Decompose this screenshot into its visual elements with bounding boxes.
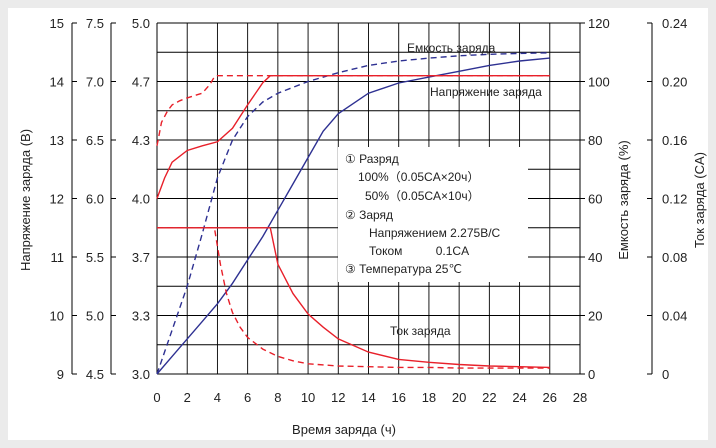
current-axis-tick-label: 0.16: [662, 133, 687, 148]
current-dashed-series-line: [157, 227, 550, 369]
legend-line: ③ Температура 25℃: [345, 262, 462, 276]
current-axis-tick-label: 0.04: [662, 309, 687, 324]
legend-line: 50%（0.05CA×10ч）: [365, 189, 480, 203]
legend-line: ① Разряд: [345, 152, 399, 166]
x-tick-label: 20: [452, 390, 466, 405]
capacity-dashed-series-line: [156, 52, 550, 375]
voltage-6v-axis-tick-label: 5.5: [86, 250, 104, 265]
voltage-cell-axis-tick-label: 4.0: [132, 192, 150, 207]
voltage-12v-axis-tick-label: 12: [50, 192, 64, 207]
voltage-6v-axis-tick-label: 7.0: [86, 75, 104, 90]
capacity-axis-tick-label: 20: [588, 309, 602, 324]
voltage-12v-axis-tick-label: 11: [51, 250, 65, 265]
voltage-6v-axis-tick-label: 4.5: [86, 367, 104, 382]
voltage-cell-axis-tick-label: 4.7: [132, 75, 150, 90]
legend-line: Напряжением 2.275В/С: [369, 226, 501, 240]
voltage_12v-solid-series-line: [156, 74, 550, 199]
x-tick-label: 14: [361, 390, 375, 405]
capacity-series-label: Емкость заряда: [407, 41, 496, 55]
voltage-6v-axis-tick-label: 7.5: [86, 16, 104, 31]
current-axis-tick-label: 0: [662, 367, 669, 382]
x-tick-label: 4: [214, 390, 221, 405]
voltage-cell-axis-tick-label: 3.7: [132, 250, 150, 265]
voltage-cell-axis-tick-label: 3.3: [132, 309, 150, 324]
voltage-12v-axis-tick-label: 15: [50, 16, 64, 31]
test-conditions-legend: ① Разряд 100%（0.05CA×20ч） 50%（0.05CA×10ч…: [345, 152, 501, 276]
voltage-cell-axis-tick-label: 4.3: [132, 133, 150, 148]
voltage-cell-axis-tick-label: 3.0: [132, 367, 150, 382]
series-layer: [156, 52, 550, 375]
voltage-6v-axis-tick-label: 6.0: [86, 192, 104, 207]
current-solid-series-line: [157, 227, 550, 369]
y-axis-title-voltage: Напряжение заряда (В): [18, 129, 33, 271]
x-tick-label: 22: [482, 390, 496, 405]
current-axis-tick-label: 0.12: [662, 192, 687, 207]
capacity-axis-tick-label: 100: [588, 75, 610, 90]
voltage-6v-axis-tick-label: 6.5: [86, 133, 104, 148]
capacity-solid-series-line: [156, 57, 550, 375]
x-tick-label: 12: [331, 390, 345, 405]
voltage-12v-axis-tick-label: 9: [57, 367, 64, 382]
capacity-axis-tick-label: 60: [588, 192, 602, 207]
voltage-12v-axis-tick-label: 10: [50, 309, 64, 324]
y-axis-title-capacity: Емкость заряда (%): [616, 140, 631, 259]
x-tick-label: 24: [512, 390, 526, 405]
x-tick-label: 6: [244, 390, 251, 405]
x-tick-label: 18: [422, 390, 436, 405]
voltage-cell-axis-tick-label: 5.0: [132, 16, 150, 31]
legend-box: [338, 147, 528, 282]
legend-line: Током 0.1CA: [369, 244, 469, 258]
voltage-12v-axis-tick-label: 14: [50, 75, 64, 90]
capacity-axis-tick-label: 80: [588, 133, 602, 148]
voltage-series-label: Напряжение заряда: [430, 85, 542, 99]
legend-line: 100%（0.05CA×20ч）: [358, 170, 479, 184]
x-tick-label: 2: [184, 390, 191, 405]
y-axis-title-current: Ток заряда (CA): [692, 152, 707, 248]
x-tick-label: 28: [573, 390, 587, 405]
current-axis-tick-label: 0.20: [662, 75, 687, 90]
capacity-axis-tick-label: 0: [588, 367, 595, 382]
x-tick-label: 10: [301, 390, 315, 405]
current-axis-tick-label: 0.24: [662, 16, 687, 31]
current-axis-tick-label: 0.08: [662, 250, 687, 265]
voltage-6v-axis-tick-label: 5.0: [86, 309, 104, 324]
capacity-axis-tick-label: 40: [588, 250, 602, 265]
x-tick-label: 26: [543, 390, 557, 405]
x-tick-label: 16: [391, 390, 405, 405]
legend-line: ② Заряд: [345, 208, 393, 222]
capacity-axis-tick-label: 120: [588, 16, 610, 31]
x-tick-label: 8: [274, 390, 281, 405]
voltage-12v-axis-tick-label: 13: [50, 133, 64, 148]
x-tick-label: 0: [153, 390, 160, 405]
x-axis-title: Время заряда (ч): [292, 422, 396, 437]
labels-layer: 0 2 4 6 8 10 12 14 16 18 20 22 24 26 2891011121314154.…: [50, 16, 688, 405]
current-series-label: Ток заряда: [390, 324, 451, 338]
voltage_12v-dashed-series-line: [156, 74, 550, 146]
